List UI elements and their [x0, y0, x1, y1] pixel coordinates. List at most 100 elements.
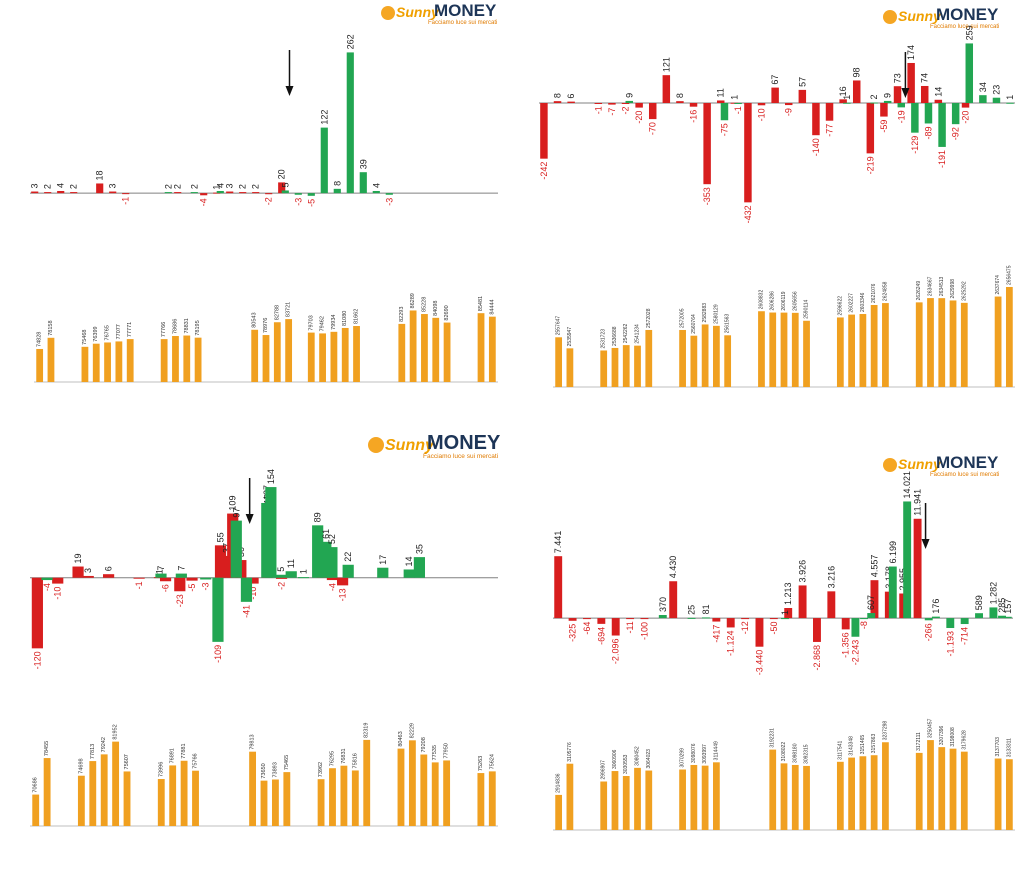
put-bar — [911, 103, 919, 133]
data-label: -4 — [42, 583, 52, 591]
data-label: 2 — [173, 184, 183, 189]
data-label: 4 — [215, 183, 225, 188]
data-label: -109 — [213, 645, 223, 663]
future-bar — [645, 770, 653, 830]
future-bar — [780, 312, 788, 387]
data-label: 3157863 — [871, 734, 877, 754]
data-label: -219 — [865, 156, 875, 174]
call-bar — [82, 575, 94, 578]
call-bar — [554, 556, 563, 619]
future-bar — [92, 343, 100, 382]
data-label: -432 — [743, 205, 753, 223]
future-bar — [836, 317, 844, 387]
future-bar — [353, 326, 360, 382]
future-bar — [260, 780, 268, 826]
future-bar — [960, 751, 968, 830]
data-label: -11 — [625, 621, 635, 633]
put-bar — [190, 192, 198, 194]
data-label: 285 — [997, 598, 1007, 613]
future-bar — [172, 336, 179, 382]
put-bar — [265, 487, 277, 578]
data-label: -4 — [327, 583, 337, 591]
data-label: 11 — [716, 88, 726, 97]
data-label: -140 — [811, 138, 821, 156]
data-label: 4.557 — [869, 555, 879, 578]
data-label: 9 — [624, 93, 634, 98]
data-label: 74828 — [37, 332, 43, 347]
call-bar — [755, 618, 764, 647]
future-bar — [600, 350, 608, 387]
data-label: -41 — [241, 605, 251, 618]
data-label: 2634667 — [927, 276, 933, 296]
stoxx50-options-panel: 7.441 -325 -64 -694 -2.096 -11 -100 4.430 -417 -1… — [515, 445, 1024, 710]
brand-tagline: Facciamo luce sui mercati — [930, 472, 999, 478]
put-bar — [285, 571, 297, 578]
sp500-options-panel: -242 8 6 -1 -7 -2 -20 -70 121 8 -16 -353 11 1 -432 -10 6… — [515, 0, 1024, 265]
call-bar — [326, 577, 339, 581]
data-label: 2580129 — [713, 304, 719, 324]
call-bar — [669, 581, 678, 619]
future-bar — [81, 346, 89, 382]
call-bar — [583, 618, 591, 620]
data-label: -191 — [937, 150, 947, 168]
arrow-head-icon — [901, 88, 910, 98]
put-bar — [720, 103, 729, 121]
data-label: 82229 — [409, 723, 415, 738]
data-label: -23 — [175, 594, 185, 607]
data-label: -92 — [951, 127, 961, 140]
data-label: 2590114 — [804, 299, 810, 318]
brand-script: Sunny — [396, 4, 440, 20]
call-bar — [648, 103, 657, 120]
data-label: 3117541 — [837, 740, 843, 759]
data-label: 37 — [222, 543, 232, 553]
data-label: 2914836 — [556, 773, 562, 793]
data-label: 73996 — [158, 762, 164, 777]
call-bar — [567, 101, 575, 103]
data-label: 3098076 — [691, 743, 697, 763]
data-label: 1.213 — [783, 582, 793, 605]
call-bar — [626, 618, 635, 620]
data-label: 6 — [104, 566, 114, 571]
data-label: 157 — [1003, 599, 1013, 614]
data-label: 2602227 — [849, 293, 855, 313]
future-bar — [123, 771, 131, 826]
call-bar — [621, 103, 630, 104]
call-bar — [186, 577, 198, 581]
put-bar — [924, 103, 933, 124]
call-bar — [920, 85, 929, 103]
call-bar — [703, 103, 711, 185]
put-bar — [297, 577, 310, 579]
call-bar — [769, 618, 778, 620]
data-label: 2596622 — [837, 296, 843, 316]
data-label: -64 — [582, 622, 592, 635]
brand-logo: Sunny MONEY Facciamo luce sui mercati — [365, 430, 505, 460]
call-bar — [608, 103, 616, 105]
data-label: 5 — [276, 567, 286, 572]
data-label: -6 — [161, 584, 171, 592]
data-label: -19 — [896, 110, 906, 123]
data-label: 4.430 — [668, 556, 678, 579]
data-label: 109 — [228, 496, 238, 511]
future-bar — [317, 779, 325, 826]
call-bar — [784, 608, 793, 619]
data-label: 82293 — [399, 307, 405, 322]
data-label: 81662 — [354, 309, 360, 324]
future-bar — [273, 322, 281, 382]
data-label: 2 — [189, 184, 199, 189]
data-label: 77535 — [432, 745, 438, 760]
future-bar — [769, 312, 777, 387]
data-label: 77813 — [90, 744, 96, 759]
future-bar — [600, 781, 608, 830]
call-bar — [813, 618, 821, 642]
call-bar — [44, 192, 52, 194]
future-bar — [611, 771, 619, 830]
data-label: -3 — [201, 582, 211, 590]
future-bar — [870, 304, 878, 387]
brand-script: Sunny — [898, 456, 942, 472]
future-bar — [115, 341, 123, 382]
future-bar — [271, 779, 279, 826]
put-bar — [701, 617, 710, 619]
brand-script: Sunny — [898, 8, 942, 24]
call-bar — [275, 577, 288, 579]
data-label: 97 — [231, 508, 241, 518]
